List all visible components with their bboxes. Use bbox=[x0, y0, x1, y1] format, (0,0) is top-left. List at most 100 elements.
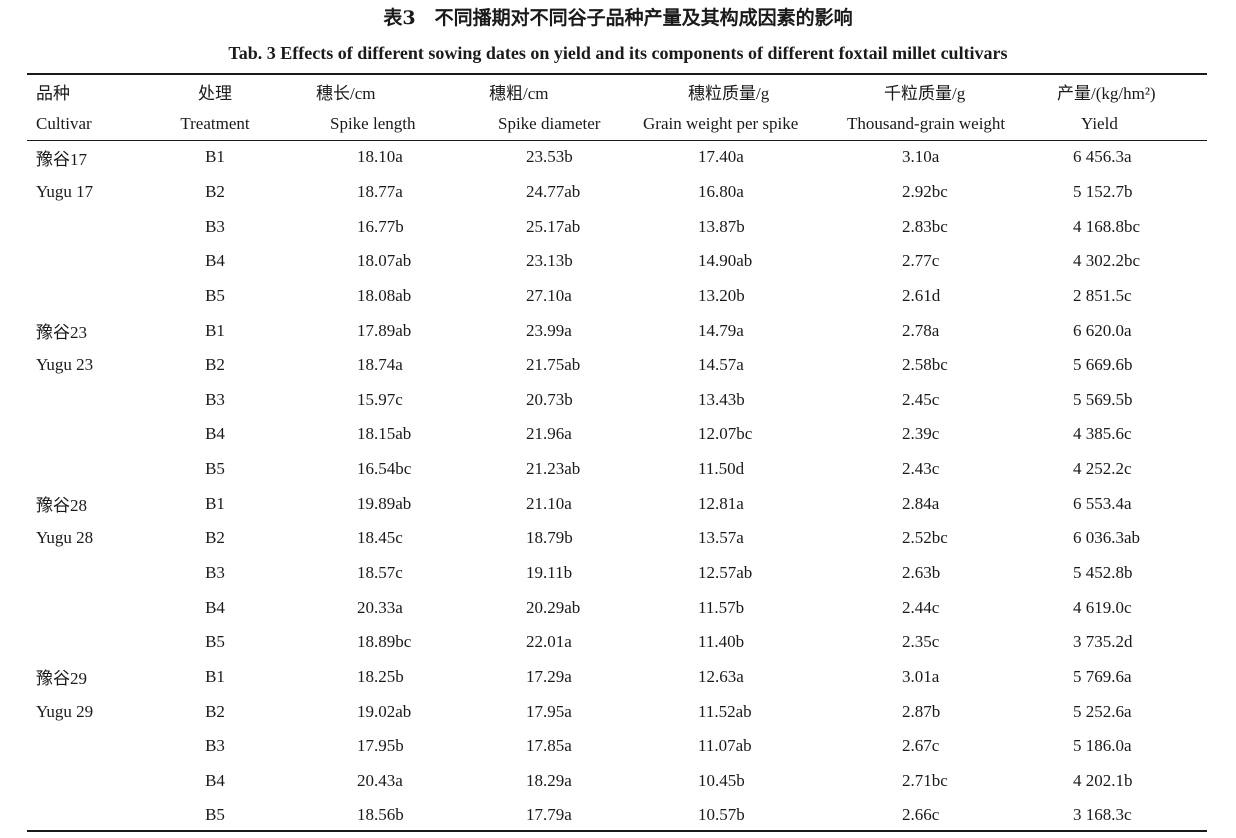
cultivar-empty-cell bbox=[27, 764, 135, 799]
spike-length-cell: 19.02ab bbox=[357, 701, 412, 721]
thousand-grain-cell: 2.84a bbox=[902, 493, 940, 513]
table-row: B4 20.33a 20.29ab 11.57b 2.44c 4 619.0c bbox=[27, 590, 1207, 625]
table-row: B5 16.54bc 21.23ab 11.50d 2.43c 4 252.2c bbox=[27, 452, 1207, 487]
cultivar-empty-cell bbox=[27, 244, 135, 279]
treatment-cell: B2 bbox=[205, 701, 225, 721]
spike-diameter-cell: 17.95a bbox=[526, 701, 572, 721]
treatment-cell: B5 bbox=[205, 285, 225, 305]
grain-weight-cell: 11.57b bbox=[698, 597, 745, 617]
grain-weight-cell: 14.79a bbox=[698, 320, 744, 340]
table-row: Yugu 29 B2 19.02ab 17.95a 11.52ab 2.87b 5 252.… bbox=[27, 694, 1207, 729]
table-row: 豫谷23 B1 17.89ab 23.99a 14.79a 2.78a 6 620.0a bbox=[27, 313, 1207, 348]
spike-length-cell: 18.56b bbox=[357, 805, 404, 825]
cultivar-empty-cell bbox=[27, 798, 135, 833]
treatment-cell: B5 bbox=[205, 632, 225, 652]
spike-length-cell: 18.57c bbox=[357, 563, 403, 582]
table-row: B3 18.57c 19.11b 12.57ab 2.63b 5 452.8b bbox=[27, 556, 1207, 591]
table-row: B5 18.56b 17.79a 10.57b 2.66c 3 168.3c bbox=[27, 798, 1207, 833]
table-row: 豫谷29 B1 18.25b 17.29a 12.63a 3.01a 5 769.6a bbox=[27, 660, 1207, 695]
cultivar-cn-cell: 豫谷28 bbox=[36, 496, 87, 516]
yield-cell: 3 168.3c bbox=[1073, 805, 1132, 825]
thousand-grain-cell: 2.78a bbox=[902, 320, 940, 340]
yield-cell: 4 385.6c bbox=[1073, 424, 1132, 444]
thousand-grain-cell: 2.52bc bbox=[902, 528, 948, 548]
treatment-cell: B3 bbox=[205, 736, 225, 756]
grain-weight-cell: 12.63a bbox=[698, 666, 744, 686]
thousand-grain-cell: 3.01a bbox=[902, 666, 940, 686]
grain-weight-cell: 10.57b bbox=[698, 805, 745, 825]
table-row: Yugu 17 B2 18.77a 24.77ab 16.80a 2.92bc 5 152.… bbox=[27, 175, 1207, 210]
header-thousand-grain-cn: 千粒质量/g bbox=[884, 84, 966, 103]
thousand-grain-cell: 2.83bc bbox=[902, 216, 948, 236]
spike-diameter-cell: 19.11b bbox=[526, 563, 573, 582]
spike-diameter-cell: 24.77ab bbox=[526, 181, 581, 201]
treatment-cell: B2 bbox=[205, 181, 225, 201]
grain-weight-cell: 11.07ab bbox=[698, 736, 752, 756]
table-row: 豫谷17 B1 18.10a 23.53b 17.40a 3.10a 6 456.3a bbox=[27, 140, 1207, 175]
spike-length-cell: 17.89ab bbox=[357, 320, 412, 340]
treatment-cell: B1 bbox=[205, 320, 225, 340]
grain-weight-cell: 14.57a bbox=[698, 355, 744, 375]
spike-diameter-cell: 17.85a bbox=[526, 736, 572, 756]
thousand-grain-cell: 2.87b bbox=[902, 701, 941, 721]
treatment-cell: B4 bbox=[205, 597, 225, 617]
spike-diameter-cell: 20.73b bbox=[526, 389, 573, 409]
spike-length-cell: 18.89bc bbox=[357, 632, 412, 652]
thousand-grain-cell: 2.35c bbox=[902, 632, 940, 652]
cultivar-empty-cell bbox=[27, 729, 135, 764]
cultivar-empty-cell bbox=[27, 556, 135, 591]
spike-length-cell: 18.10a bbox=[357, 147, 403, 167]
table-row: B4 20.43a 18.29a 10.45b 2.71bc 4 202.1b bbox=[27, 764, 1207, 799]
table-body: 豫谷17 B1 18.10a 23.53b 17.40a 3.10a 6 456.3a Yug… bbox=[27, 140, 1207, 833]
cultivar-cn-cell: 豫谷29 bbox=[36, 669, 87, 689]
spike-diameter-cell: 23.53b bbox=[526, 147, 573, 167]
grain-weight-cell: 12.81a bbox=[698, 493, 744, 513]
header-rule bbox=[27, 140, 1207, 141]
spike-diameter-cell: 22.01a bbox=[526, 632, 572, 652]
yield-cell: 5 452.8b bbox=[1073, 563, 1133, 582]
table-row: B4 18.15ab 21.96a 12.07bc 2.39c 4 385.6c bbox=[27, 417, 1207, 452]
header-treatment-en: Treatment bbox=[180, 114, 250, 133]
table-caption-cn: 表3 不同播期对不同谷子品种产量及其构成因素的影响 bbox=[383, 7, 853, 29]
treatment-cell: B1 bbox=[205, 666, 225, 686]
yield-cell: 6 620.0a bbox=[1073, 320, 1132, 340]
spike-length-cell: 20.43a bbox=[357, 770, 403, 790]
treatment-cell: B3 bbox=[205, 389, 225, 409]
thousand-grain-cell: 2.58bc bbox=[902, 355, 948, 375]
yield-cell: 6 553.4a bbox=[1073, 493, 1132, 513]
spike-diameter-cell: 18.29a bbox=[526, 770, 572, 790]
header-treatment-cn: 处理 bbox=[198, 84, 232, 103]
spike-diameter-cell: 17.29a bbox=[526, 666, 572, 686]
header-cultivar-en: Cultivar bbox=[36, 114, 92, 133]
table-row: Yugu 23 B2 18.74a 21.75ab 14.57a 2.58bc 5 669.… bbox=[27, 348, 1207, 383]
cultivar-cn-cell: 豫谷17 bbox=[36, 149, 87, 169]
yield-cell: 6 036.3ab bbox=[1073, 528, 1141, 548]
table-row: B5 18.08ab 27.10a 13.20b 2.61d 2 851.5c bbox=[27, 279, 1207, 314]
spike-length-cell: 19.89ab bbox=[357, 493, 412, 513]
spike-diameter-cell: 23.99a bbox=[526, 320, 572, 340]
yield-cell: 4 252.2c bbox=[1073, 459, 1132, 479]
grain-weight-cell: 12.07bc bbox=[698, 424, 753, 444]
grain-weight-cell: 13.20b bbox=[698, 285, 745, 305]
grain-weight-cell: 14.90ab bbox=[698, 251, 753, 271]
table-row: B4 18.07ab 23.13b 14.90ab 2.77c 4 302.2bc bbox=[27, 244, 1207, 279]
thousand-grain-cell: 2.45c bbox=[902, 389, 940, 409]
table-caption-en: Tab. 3 Effects of different sowing dates… bbox=[228, 43, 1008, 63]
yield-cell: 5 769.6a bbox=[1073, 666, 1132, 686]
spike-diameter-cell: 17.79a bbox=[526, 805, 572, 825]
treatment-cell: B4 bbox=[205, 770, 225, 790]
treatment-cell: B4 bbox=[205, 424, 225, 444]
grain-weight-cell: 11.52ab bbox=[698, 701, 752, 721]
thousand-grain-cell: 2.66c bbox=[902, 805, 940, 825]
cultivar-empty-cell bbox=[27, 279, 135, 314]
header-grain-weight-en: Grain weight per spike bbox=[643, 114, 799, 133]
thousand-grain-cell: 2.77c bbox=[902, 251, 940, 271]
cultivar-en-cell: Yugu 29 bbox=[36, 701, 94, 721]
cultivar-empty-cell bbox=[27, 209, 135, 244]
treatment-cell: B4 bbox=[205, 251, 225, 271]
thousand-grain-cell: 2.63b bbox=[902, 563, 941, 582]
header-yield-cn: 产量/(kg/hm²) bbox=[1057, 84, 1156, 103]
spike-length-cell: 18.77a bbox=[357, 181, 403, 201]
yield-cell: 5 669.6b bbox=[1073, 355, 1133, 375]
spike-diameter-cell: 18.79b bbox=[526, 528, 573, 548]
